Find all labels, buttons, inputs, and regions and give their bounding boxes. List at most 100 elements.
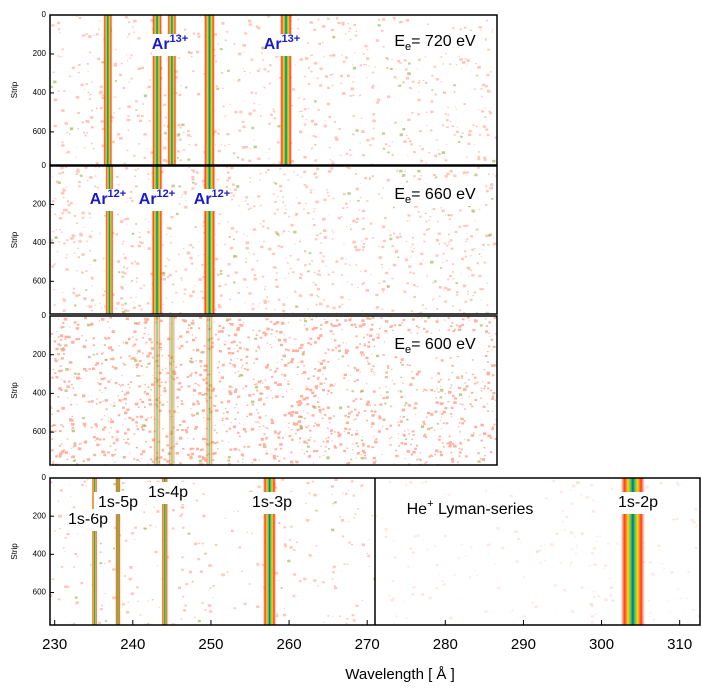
annotation-sup: 12+ [157, 188, 176, 200]
y-tick-label: 600 [33, 427, 47, 436]
annotation-base: 1s-3p [252, 494, 292, 511]
annotation-base: 1s-2p [618, 494, 658, 511]
y-tick-label: 0 [42, 311, 47, 320]
y-axis-label: Strip [10, 543, 19, 560]
annotation-sub: e [405, 41, 411, 53]
y-tick-label: 0 [42, 473, 47, 482]
spectral-line [151, 166, 163, 314]
y-tick-label: 400 [33, 238, 47, 247]
spectral-line [103, 15, 113, 165]
annotation-sub: e [405, 194, 411, 206]
panel-frame [49, 165, 498, 315]
annotation-bg [194, 189, 230, 211]
x-axis-label: Wavelength [ Å ] [345, 666, 455, 683]
y-tick-label: 200 [33, 511, 47, 520]
spectral-line [205, 316, 213, 465]
panel [50, 316, 497, 465]
annotation: Ee= 660 eV [394, 186, 476, 206]
annotation: Ee= 720 eV [394, 33, 476, 53]
annotation-bg [90, 189, 126, 211]
annotation-base: E [394, 33, 405, 50]
annotation-base: Ar [264, 36, 282, 53]
annotation-base: 1s-4p [148, 484, 188, 501]
annotation-base: 1s-5p [98, 494, 138, 511]
annotation-sup: 12+ [212, 188, 231, 200]
annotation-bg [614, 492, 662, 514]
annotation-base: Ar [152, 36, 170, 53]
annotation-sup: + [427, 498, 433, 510]
annotation-bg [385, 31, 485, 53]
annotation: Ar12+ [139, 188, 175, 208]
spectral-line [105, 166, 114, 314]
annotation-base: 1s-6p [68, 511, 108, 528]
spectral-line [161, 478, 168, 625]
y-tick-label: 0 [42, 10, 47, 19]
y-tick-label: 200 [33, 350, 47, 359]
spectral-line [263, 478, 277, 625]
y-tick-label: 600 [33, 276, 47, 285]
annotation-bg [94, 492, 142, 514]
annotation: Ar13+ [264, 33, 300, 53]
y-axis-label: Strip [10, 231, 19, 248]
annotation-bg [144, 482, 192, 504]
annotation-bg [385, 334, 485, 356]
annotation: 1s-2p [618, 494, 658, 511]
annotation-sup: 13+ [170, 33, 189, 45]
annotation: 1s-3p [252, 494, 292, 511]
spectral-line [115, 478, 121, 625]
annotation: He+ Lyman-series [407, 498, 534, 518]
annotation: Ar12+ [90, 188, 126, 208]
x-tick-label: 300 [589, 636, 614, 653]
annotation-bg [264, 34, 300, 56]
annotation-rest: = 660 eV [411, 186, 476, 203]
y-tick-label: 400 [33, 389, 47, 398]
x-tick-label: 240 [120, 636, 145, 653]
y-tick-label: 200 [33, 49, 47, 58]
annotation: Ar12+ [194, 188, 230, 208]
annotation-base: He [407, 501, 428, 518]
annotation: Ee= 600 eV [394, 336, 476, 356]
annotation: 1s-4p [148, 484, 188, 501]
x-tick-label: 260 [277, 636, 302, 653]
y-tick-label: 600 [33, 588, 47, 597]
annotation-base: Ar [139, 191, 157, 208]
annotation-bg [152, 34, 188, 56]
annotation-bg [248, 492, 296, 514]
annotation-bg [385, 499, 555, 521]
y-tick-label: 200 [33, 200, 47, 209]
spectral-line [92, 478, 98, 625]
x-tick-label: 270 [355, 636, 380, 653]
y-tick-label: 400 [33, 88, 47, 97]
y-axis-label: Strip [10, 382, 19, 399]
x-tick-label: 250 [198, 636, 223, 653]
x-tick-label: 230 [42, 636, 67, 653]
annotation-bg [139, 189, 175, 211]
annotation-sup: 13+ [282, 33, 301, 45]
annotation-bg [385, 184, 485, 206]
panel-frame [49, 315, 498, 466]
annotation-rest: = 720 eV [411, 33, 476, 50]
x-tick-label: 280 [433, 636, 458, 653]
spectral-line [167, 15, 177, 165]
annotation-base: Ar [194, 191, 212, 208]
annotation-base: E [394, 186, 405, 203]
spectral-line [153, 316, 161, 465]
annotation-sup: 12+ [108, 188, 127, 200]
y-tick-label: 600 [33, 127, 47, 136]
annotation-sub: e [405, 344, 411, 356]
annotation-base: Ar [90, 191, 108, 208]
y-axis-label: Strip [10, 81, 19, 98]
x-tick-label: 290 [511, 636, 536, 653]
annotation-bg [64, 509, 112, 531]
annotation-rest: Lyman-series [434, 501, 534, 518]
annotation-base: E [394, 336, 405, 353]
spectral-line [168, 316, 175, 465]
x-tick-label: 310 [667, 636, 692, 653]
annotation: Ar13+ [152, 33, 188, 53]
y-tick-label: 400 [33, 549, 47, 558]
spectral-line [152, 15, 163, 165]
annotation: 1s-6p [68, 511, 108, 528]
annotation: 1s-5p [98, 494, 138, 511]
y-tick-label: 0 [42, 161, 47, 170]
